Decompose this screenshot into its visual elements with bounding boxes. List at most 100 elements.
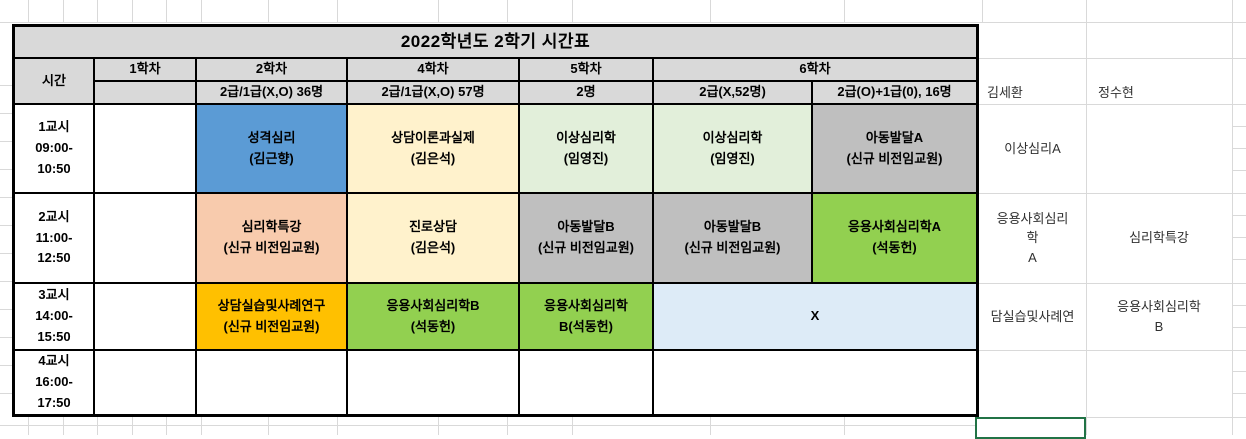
spreadsheet-gridline (0, 225, 12, 226)
spreadsheet-gridline (438, 0, 439, 22)
spreadsheet-gridline (979, 104, 1246, 105)
period4-week6-cell[interactable] (653, 350, 977, 415)
spreadsheet-gridline (710, 0, 711, 22)
period1-week2-course-cell[interactable]: 성격심리 (김근향) (196, 104, 347, 193)
period1-week6a-course-cell[interactable]: 이상심리학 (임영진) (653, 104, 812, 193)
spreadsheet-gridline (1232, 371, 1246, 372)
spreadsheet-gridline (438, 417, 439, 435)
header-time-cell[interactable]: 시간 (14, 58, 94, 104)
spreadsheet-gridline (201, 417, 202, 435)
spreadsheet-gridline (201, 0, 202, 22)
spreadsheet-gridline (710, 417, 711, 435)
period1-week1-cell[interactable] (94, 104, 196, 193)
spreadsheet-gridline (0, 85, 12, 86)
spreadsheet-gridline (0, 197, 12, 198)
spreadsheet-gridline (337, 417, 338, 435)
instructor-name-cell-2[interactable]: 정수현 (1098, 84, 1134, 100)
header-week5-cell[interactable]: 5학차 (519, 58, 653, 81)
subheader-week2-cell[interactable]: 2급/1급(X,O) 36명 (196, 81, 347, 104)
period2-week6b-course-cell[interactable]: 응용사회심리학A (석동헌) (812, 193, 977, 283)
header-week2-cell[interactable]: 2학차 (196, 58, 347, 81)
period2-time-cell[interactable]: 2교시 11:00- 12:50 (14, 193, 94, 283)
spreadsheet-gridline (507, 0, 508, 22)
active-cell-selection[interactable] (975, 417, 1086, 439)
spreadsheet-gridline (0, 22, 1246, 23)
spreadsheet-gridline (97, 0, 98, 22)
spreadsheet-gridline (979, 58, 1246, 59)
period4-week2-cell[interactable] (196, 350, 347, 415)
spreadsheet-gridline (28, 0, 29, 22)
spreadsheet-gridline (1232, 0, 1233, 435)
header-week6-cell[interactable]: 6학차 (653, 58, 977, 81)
spreadsheet-gridline (337, 0, 338, 22)
header-week4-cell[interactable]: 4학차 (347, 58, 519, 81)
spreadsheet-gridline (63, 0, 64, 22)
spreadsheet-gridline (979, 417, 1246, 418)
period3-week5-course-cell[interactable]: 응용사회심리학 B(석동헌) (519, 283, 653, 350)
subheader-week6b-cell[interactable]: 2급(O)+1급(0), 16명 (812, 81, 977, 104)
spreadsheet-gridline (166, 0, 167, 22)
period3-week4-course-cell[interactable]: 응용사회심리학B (석동헌) (347, 283, 519, 350)
period4-time-cell[interactable]: 4교시 16:00- 17:50 (14, 350, 94, 415)
spreadsheet-gridline (507, 417, 508, 435)
side-note-period2-col1[interactable]: 응용사회심리 학 A (996, 210, 1069, 265)
spreadsheet-gridline (0, 425, 975, 426)
spreadsheet-gridline (1232, 215, 1246, 216)
side-note-period2-col2[interactable]: 심리학특강 (1129, 230, 1189, 246)
spreadsheet-gridline (572, 417, 573, 435)
period1-time-cell[interactable]: 1교시 09:00- 10:50 (14, 104, 94, 193)
spreadsheet-gridline (844, 0, 845, 22)
period4-week1-cell[interactable] (94, 350, 196, 415)
header-week1-cell[interactable]: 1학차 (94, 58, 196, 81)
period1-week4-course-cell[interactable]: 상담이론과실제 (김은석) (347, 104, 519, 193)
spreadsheet-gridline (28, 417, 29, 435)
period2-week4-course-cell[interactable]: 진로상담 (김은석) (347, 193, 519, 283)
spreadsheet-gridline (1232, 259, 1246, 260)
spreadsheet-gridline (1232, 126, 1246, 127)
subheader-week5-cell[interactable]: 2명 (519, 81, 653, 104)
spreadsheet-gridline (982, 0, 983, 22)
spreadsheet-gridline (0, 113, 12, 114)
spreadsheet-gridline (0, 337, 12, 338)
spreadsheet-gridline (132, 417, 133, 435)
spreadsheet-gridline (0, 169, 12, 170)
spreadsheet-gridline (0, 141, 12, 142)
period1-week5-course-cell[interactable]: 이상심리학 (임영진) (519, 104, 653, 193)
side-note-period3-col2[interactable]: 응용사회심리학 B (1117, 299, 1201, 334)
timetable: 2022학년도 2학기 시간표 시간 1학차 2학차 4학차 5학차 6학차 2… (12, 24, 979, 417)
instructor-name-cell-1[interactable]: 김세환 (987, 84, 1023, 100)
spreadsheet-gridline (1232, 170, 1246, 171)
period3-time-cell[interactable]: 3교시 14:00- 15:50 (14, 283, 94, 350)
side-note-period3-col1[interactable]: 담실습및사례연 (990, 308, 1075, 324)
spreadsheet-gridline (1232, 393, 1246, 394)
period2-week6a-course-cell[interactable]: 아동발달B (신규 비전임교원) (653, 193, 812, 283)
spreadsheet-gridline (63, 417, 64, 435)
spreadsheet-gridline (844, 417, 845, 435)
spreadsheet-gridline (0, 309, 12, 310)
spreadsheet-gridline (0, 253, 12, 254)
period2-week1-cell[interactable] (94, 193, 196, 283)
period3-week2-course-cell[interactable]: 상담실습및사례연구 (신규 비전임교원) (196, 283, 347, 350)
period4-week5-cell[interactable] (519, 350, 653, 415)
subheader-week6a-cell[interactable]: 2급(X,52명) (653, 81, 812, 104)
timetable-title-cell[interactable]: 2022학년도 2학기 시간표 (14, 26, 977, 58)
side-note-period1-col1[interactable]: 이상심리A (1004, 140, 1061, 156)
spreadsheet-gridline (979, 350, 1246, 351)
spreadsheet-gridline (0, 365, 12, 366)
period2-week2-course-cell[interactable]: 심리학특강 (신규 비전임교원) (196, 193, 347, 283)
period3-week1-cell[interactable] (94, 283, 196, 350)
period2-week5-course-cell[interactable]: 아동발달B (신규 비전임교원) (519, 193, 653, 283)
period3-week6-x-cell[interactable]: X (653, 283, 977, 350)
subheader-week4-cell[interactable]: 2급/1급(X,O) 57명 (347, 81, 519, 104)
spreadsheet-gridline (166, 417, 167, 435)
period4-week4-cell[interactable] (347, 350, 519, 415)
spreadsheet-gridline (268, 0, 269, 22)
spreadsheet-gridline (0, 281, 12, 282)
spreadsheet-gridline (1232, 148, 1246, 149)
subheader-week1-cell[interactable] (94, 81, 196, 104)
spreadsheet-gridline (572, 0, 573, 22)
spreadsheet-gridline (1232, 237, 1246, 238)
period1-week6b-course-cell[interactable]: 아동발달A (신규 비전임교원) (812, 104, 977, 193)
spreadsheet-gridline (1232, 327, 1246, 328)
